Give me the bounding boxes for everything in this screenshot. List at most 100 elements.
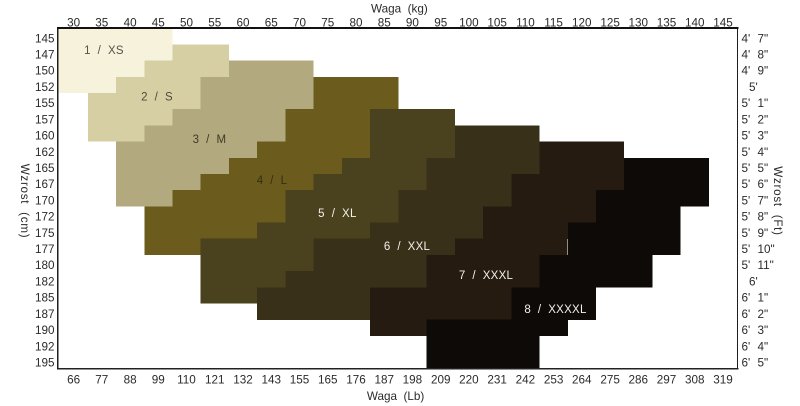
svg-text:99: 99 <box>152 374 165 387</box>
svg-text:4 / L: 4 / L <box>257 175 288 187</box>
svg-text:172: 172 <box>35 211 55 224</box>
svg-text:6': 6' <box>742 292 751 305</box>
svg-text:120: 120 <box>572 16 592 29</box>
svg-text:5': 5' <box>742 194 751 207</box>
svg-text:187: 187 <box>374 374 394 387</box>
svg-text:6': 6' <box>742 308 751 321</box>
svg-text:5': 5' <box>742 243 751 256</box>
svg-text:155: 155 <box>290 374 310 387</box>
svg-text:115: 115 <box>544 16 563 29</box>
svg-text:9": 9" <box>758 65 769 78</box>
svg-text:88: 88 <box>124 374 137 387</box>
svg-text:160: 160 <box>35 130 55 143</box>
svg-text:80: 80 <box>349 16 363 29</box>
svg-text:145: 145 <box>713 16 733 29</box>
svg-text:185: 185 <box>35 292 55 305</box>
svg-text:1 / XS: 1 / XS <box>84 45 124 57</box>
svg-text:1": 1" <box>758 97 769 110</box>
svg-text:3": 3" <box>758 130 769 143</box>
svg-text:175: 175 <box>35 227 55 240</box>
svg-text:70: 70 <box>293 16 307 29</box>
svg-text:192: 192 <box>35 340 55 353</box>
svg-text:6': 6' <box>749 275 758 288</box>
svg-text:7 / XXXL: 7 / XXXL <box>459 270 514 282</box>
svg-text:198: 198 <box>403 374 423 387</box>
svg-text:125: 125 <box>600 16 620 29</box>
svg-text:2": 2" <box>758 113 769 126</box>
svg-text:176: 176 <box>346 374 366 387</box>
svg-text:77: 77 <box>95 374 108 387</box>
svg-text:Waga (kg): Waga (kg) <box>371 3 428 16</box>
svg-text:132: 132 <box>233 374 253 387</box>
svg-text:5': 5' <box>742 178 751 191</box>
svg-text:4': 4' <box>742 65 751 78</box>
svg-text:170: 170 <box>35 194 55 207</box>
svg-text:3": 3" <box>758 324 769 337</box>
svg-text:4": 4" <box>758 340 769 353</box>
svg-text:5': 5' <box>742 211 751 224</box>
svg-text:140: 140 <box>685 16 705 29</box>
svg-text:60: 60 <box>236 16 250 29</box>
svg-text:105: 105 <box>487 16 507 29</box>
svg-text:5": 5" <box>758 162 769 175</box>
svg-text:253: 253 <box>544 374 564 387</box>
svg-text:165: 165 <box>318 374 338 387</box>
svg-text:147: 147 <box>35 49 55 62</box>
svg-text:5': 5' <box>742 227 751 240</box>
svg-text:5": 5" <box>758 357 769 370</box>
svg-text:110: 110 <box>516 16 535 29</box>
svg-text:6': 6' <box>742 357 751 370</box>
svg-text:5': 5' <box>749 81 758 94</box>
svg-text:7": 7" <box>758 32 769 45</box>
svg-text:187: 187 <box>35 308 55 321</box>
svg-text:231: 231 <box>487 374 507 387</box>
svg-text:319: 319 <box>713 374 733 387</box>
svg-text:264: 264 <box>572 374 592 387</box>
svg-text:155: 155 <box>35 97 55 110</box>
svg-text:121: 121 <box>205 374 225 387</box>
svg-text:6': 6' <box>742 340 751 353</box>
svg-text:9": 9" <box>758 227 769 240</box>
svg-text:2": 2" <box>758 308 769 321</box>
svg-text:8 / XXXXL: 8 / XXXXL <box>524 304 587 316</box>
svg-text:6": 6" <box>758 178 769 191</box>
svg-text:10": 10" <box>758 243 775 256</box>
svg-text:190: 190 <box>35 324 55 337</box>
svg-text:182: 182 <box>35 275 55 288</box>
svg-text:3 / M: 3 / M <box>193 134 227 146</box>
svg-text:2 / S: 2 / S <box>141 92 173 104</box>
svg-text:5': 5' <box>742 97 751 110</box>
svg-text:180: 180 <box>35 259 55 272</box>
svg-text:135: 135 <box>657 16 677 29</box>
svg-text:85: 85 <box>378 16 392 29</box>
svg-text:5': 5' <box>742 162 751 175</box>
svg-text:143: 143 <box>261 374 281 387</box>
svg-text:150: 150 <box>35 65 55 78</box>
svg-text:Wzrost (cm): Wzrost (cm) <box>18 164 31 239</box>
svg-text:5 / XL: 5 / XL <box>318 208 357 220</box>
svg-text:45: 45 <box>152 16 166 29</box>
svg-text:130: 130 <box>629 16 649 29</box>
svg-text:297: 297 <box>657 374 677 387</box>
svg-text:162: 162 <box>35 146 55 159</box>
svg-text:6': 6' <box>742 324 751 337</box>
svg-text:66: 66 <box>67 374 80 387</box>
svg-text:275: 275 <box>600 374 620 387</box>
svg-text:110: 110 <box>177 374 196 387</box>
svg-text:Waga (Lb): Waga (Lb) <box>367 390 424 403</box>
svg-text:5': 5' <box>742 259 751 272</box>
svg-text:157: 157 <box>35 113 55 126</box>
svg-text:Wzrost (Ft): Wzrost (Ft) <box>771 166 784 235</box>
svg-text:4": 4" <box>758 146 769 159</box>
svg-text:65: 65 <box>265 16 279 29</box>
svg-text:220: 220 <box>459 374 479 387</box>
svg-text:55: 55 <box>208 16 222 29</box>
svg-text:145: 145 <box>35 32 55 45</box>
svg-text:40: 40 <box>124 16 138 29</box>
svg-text:8": 8" <box>758 211 769 224</box>
svg-text:95: 95 <box>434 16 448 29</box>
svg-text:4': 4' <box>742 49 751 62</box>
svg-text:165: 165 <box>35 162 55 175</box>
svg-text:195: 195 <box>35 357 55 370</box>
svg-text:35: 35 <box>95 16 109 29</box>
